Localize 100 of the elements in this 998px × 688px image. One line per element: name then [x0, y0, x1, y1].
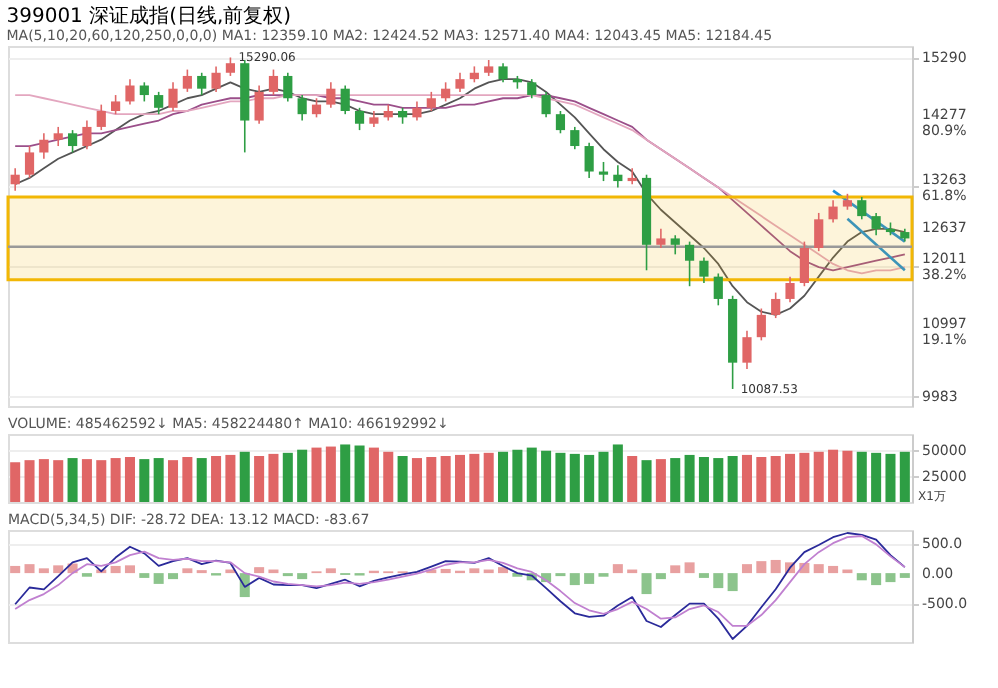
candlestick [541, 91, 551, 119]
candlestick [67, 129, 78, 154]
bar [196, 458, 207, 502]
bar [167, 573, 179, 580]
bar [311, 447, 322, 502]
candlestick [584, 142, 594, 179]
bar [153, 458, 164, 502]
bar [655, 573, 666, 580]
candlestick [828, 199, 838, 224]
bar [110, 565, 121, 574]
candlestick [268, 68, 279, 96]
bar [670, 458, 681, 502]
bar [713, 573, 724, 589]
candlestick [283, 71, 293, 103]
bar [698, 457, 709, 502]
candlestick [24, 145, 35, 179]
candlestick [111, 94, 121, 115]
bar [239, 451, 250, 502]
candlestick [699, 256, 709, 284]
candlestick [785, 275, 795, 303]
bar [813, 564, 824, 574]
bar [813, 451, 824, 502]
bar [325, 446, 336, 502]
bar [584, 573, 595, 584]
bar [340, 444, 351, 502]
bar [440, 455, 451, 502]
bar [153, 573, 164, 584]
bar [727, 455, 738, 502]
candlestick [182, 68, 192, 93]
candlestick [39, 132, 49, 160]
bar [368, 447, 379, 502]
bar [110, 458, 121, 502]
bar [713, 458, 724, 502]
candlestick [598, 161, 609, 182]
bar [124, 457, 135, 502]
candlestick [670, 234, 680, 256]
bar [225, 454, 236, 502]
candlestick [340, 84, 350, 115]
bar [297, 573, 308, 580]
candlestick [799, 240, 809, 288]
candlestick [613, 164, 623, 189]
bar [498, 567, 509, 574]
candlestick [297, 94, 307, 122]
bar [842, 450, 853, 502]
candlestick [197, 71, 207, 96]
candlestick [441, 81, 451, 103]
candlestick [125, 78, 135, 106]
bar [24, 564, 35, 574]
candlestick [771, 291, 781, 319]
bar [612, 564, 623, 574]
candlestick [656, 228, 666, 249]
candlestick [96, 103, 106, 131]
candlestick [82, 119, 92, 151]
candlestick [713, 272, 723, 307]
bar [354, 445, 365, 502]
candlestick [685, 240, 695, 288]
bar [254, 455, 265, 502]
bar [383, 451, 394, 502]
bar [670, 565, 681, 574]
candlestick [154, 91, 164, 115]
bar [684, 562, 695, 574]
bar [541, 450, 552, 502]
candlestick [627, 167, 637, 186]
bar [325, 568, 336, 574]
bar [96, 460, 107, 502]
bar [124, 565, 135, 574]
bar [871, 573, 882, 586]
candlestick [311, 97, 322, 119]
bar [641, 460, 652, 502]
candlestick [455, 71, 465, 93]
bar [282, 452, 293, 502]
bar [770, 559, 781, 574]
bar [828, 449, 839, 502]
bar [81, 459, 92, 502]
bar [24, 460, 35, 502]
bar [167, 460, 179, 502]
bar [426, 457, 437, 502]
bar [469, 568, 480, 574]
bar [526, 447, 537, 502]
candlestick [10, 167, 20, 192]
chart-title: 399001 深证成指(日线,前复权) [6, 4, 292, 28]
candlestick [254, 84, 264, 125]
candlestick [527, 78, 537, 100]
candlestick [570, 126, 580, 151]
bar [756, 457, 767, 502]
bar [297, 449, 308, 502]
candlestick [426, 91, 436, 112]
bar [756, 561, 767, 574]
bar [483, 452, 494, 502]
bar [397, 455, 408, 502]
bar [411, 458, 422, 502]
bar [53, 460, 64, 502]
bar [469, 453, 480, 502]
candlestick [871, 212, 881, 237]
candlestick [326, 81, 336, 109]
candlestick [225, 56, 235, 77]
bar [885, 453, 896, 502]
bar [268, 453, 279, 502]
bar [182, 457, 193, 502]
bar [10, 462, 21, 502]
